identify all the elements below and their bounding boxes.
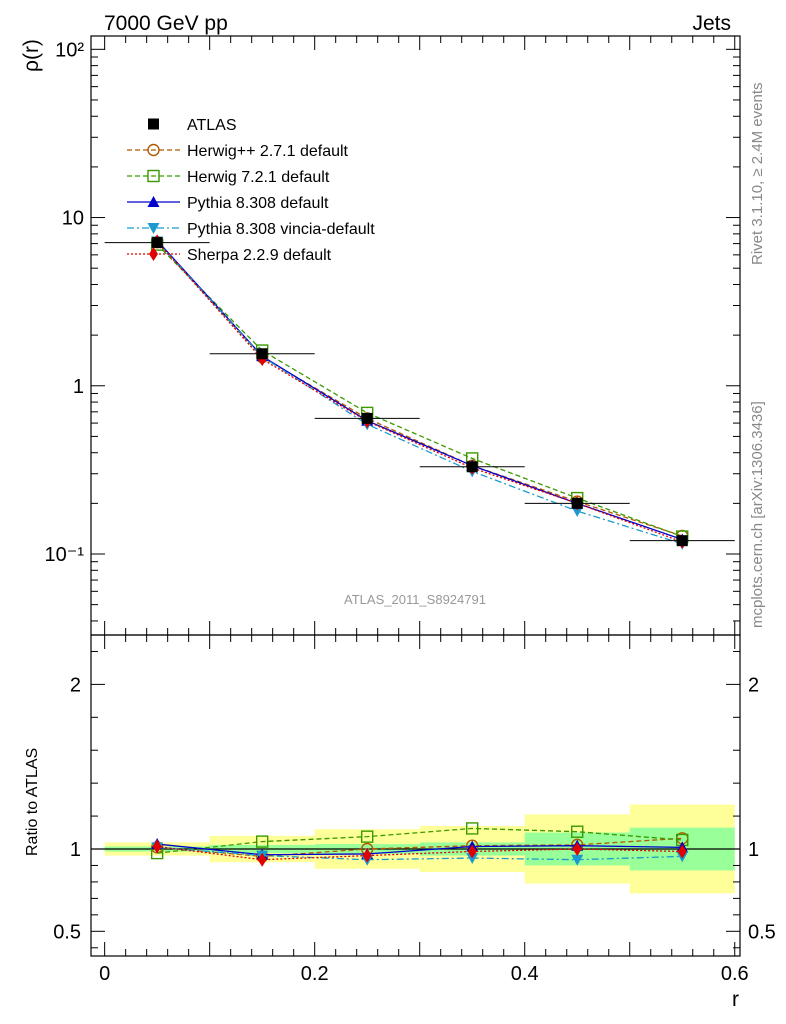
legend-marker — [149, 247, 158, 261]
ratio-point — [360, 830, 374, 843]
ratio-line — [157, 845, 683, 861]
y-tick-label-right: 0.5 — [748, 921, 776, 943]
legend-marker — [147, 169, 160, 183]
watermark-label: ATLAS_2011_S8924791 — [344, 592, 486, 607]
ratio-line — [157, 846, 683, 861]
legend-label: Herwig 7.2.1 default — [187, 169, 330, 186]
rivet-version-label: Rivet 3.1.10, ≥ 2.4M events — [749, 83, 766, 266]
data-point — [361, 412, 373, 424]
ratio-y-axis-label: Ratio to ATLAS — [24, 748, 41, 856]
series-line — [156, 241, 683, 537]
legend-item: Pythia 8.308 default — [127, 195, 329, 212]
series-herwig-2-7-1-default — [150, 235, 689, 543]
y-tick-label: 10 — [62, 208, 84, 230]
ratio-point — [466, 853, 479, 865]
ratio-line — [157, 827, 683, 854]
legend-marker — [147, 143, 160, 157]
data-point — [571, 497, 583, 509]
data-point — [466, 461, 478, 473]
ratio-y-axis: 0.5 0.5 1 1 2 2 — [53, 650, 776, 949]
legend-item: Herwig++ 2.7.1 default — [127, 143, 349, 160]
series-pythia-8-308-default — [151, 234, 689, 545]
series-line — [156, 244, 683, 538]
x-tick-label: 0 — [99, 963, 110, 985]
legend-item: ATLAS — [148, 117, 237, 134]
y-tick-label: 1 — [70, 839, 81, 861]
ratio-x-axis: 0 0.2 0.4 0.6 — [99, 635, 749, 985]
ratio-series-sherpa-2-2-9-default — [152, 839, 687, 867]
legend-label: Pythia 8.308 default — [187, 195, 329, 212]
legend-item: Sherpa 2.2.9 default — [127, 247, 332, 264]
series-line — [156, 241, 683, 543]
legend-label: ATLAS — [187, 117, 237, 134]
series-atlas — [104, 237, 735, 547]
x-tick-label: 0.4 — [511, 963, 539, 985]
data-point — [676, 535, 688, 547]
ratio-point — [677, 844, 687, 859]
ratio-point — [362, 848, 372, 863]
x-tick-label: 0.6 — [721, 963, 749, 985]
series-line — [156, 241, 683, 545]
y-tick-label: 10² — [55, 39, 84, 61]
ratio-point — [257, 852, 267, 867]
legend-item: Pythia 8.308 vincia-default — [127, 221, 375, 238]
legend-marker — [147, 196, 160, 207]
y-tick-label: 10⁻¹ — [45, 544, 85, 566]
main-y-axis: 10⁻¹ 1 10 10² — [45, 36, 740, 635]
header-right-label: Jets — [692, 12, 731, 35]
data-point — [151, 237, 163, 249]
y-tick-label: 0.5 — [53, 921, 81, 943]
main-plot-area — [104, 234, 735, 550]
ratio-point — [255, 835, 269, 848]
legend-label: Pythia 8.308 vincia-default — [187, 221, 375, 238]
series-pythia-8-308-vincia-default — [151, 236, 689, 550]
legend-item: Herwig 7.2.1 default — [127, 169, 330, 186]
header-left-label: 7000 GeV pp — [104, 12, 228, 35]
legend-marker — [147, 223, 160, 234]
legend-label: Herwig++ 2.7.1 default — [187, 143, 349, 160]
ratio-line — [157, 843, 683, 856]
ratio-point — [467, 844, 477, 859]
y-tick-label: 1 — [73, 376, 84, 398]
ratio-point — [572, 842, 582, 856]
ratio-panel: 0.5 0.5 1 1 2 2 0 0.2 0.4 0.6 Ratio to ATLAS r — [24, 634, 776, 1011]
x-tick-label: 0.2 — [301, 963, 329, 985]
main-panel: 10⁻¹ 1 10 10² ρ(r) ATLAS_2011_S8924791 ATLA… — [20, 35, 741, 636]
legend-label: Sherpa 2.2.9 default — [187, 247, 332, 264]
x-axis-label: r — [732, 988, 739, 1011]
ratio-point — [571, 825, 584, 838]
series-sherpa-2-2-9-default — [152, 234, 687, 549]
y-tick-label: 2 — [70, 674, 81, 696]
ratio-point — [571, 854, 584, 866]
ratio-point — [152, 839, 162, 854]
y-tick-label-right: 1 — [748, 839, 759, 861]
ratio-panel-frame — [90, 634, 741, 957]
legend: ATLAS Herwig++ 2.7.1 default Herwig 7.2.1 … — [127, 117, 375, 264]
mcplots-label: mcplots.cern.ch [arXiv:1306.3436] — [749, 401, 766, 628]
series-herwig-7-2-1-default — [150, 238, 689, 543]
legend-marker — [148, 118, 159, 130]
y-tick-label-right: 2 — [748, 674, 759, 696]
series-line — [156, 240, 683, 541]
ratio-point — [466, 822, 479, 835]
ratio-plot-area — [91, 804, 740, 894]
main-y-axis-label: ρ(r) — [20, 39, 43, 72]
data-point — [256, 348, 268, 360]
